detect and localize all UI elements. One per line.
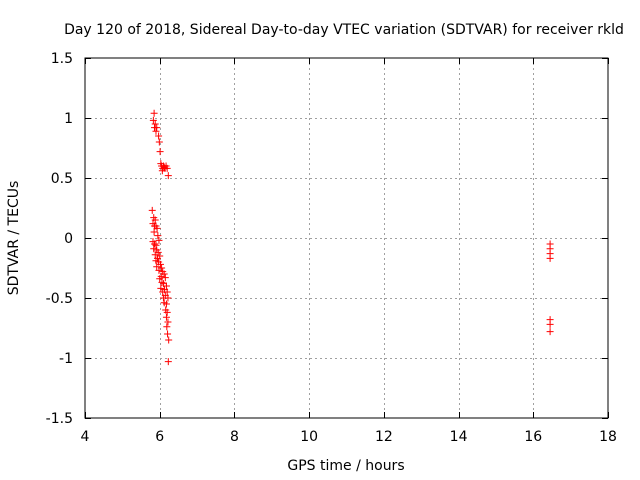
x-tick-label: 16	[524, 429, 542, 445]
x-tick-label: 6	[155, 429, 164, 445]
data-point	[157, 284, 165, 292]
data-point	[162, 282, 170, 290]
data-point	[156, 275, 164, 283]
data-point	[156, 260, 164, 268]
data-point	[155, 132, 163, 140]
data-point	[164, 294, 172, 302]
data-point	[156, 148, 164, 156]
chart-title: Day 120 of 2018, Sidereal Day-to-day VTE…	[64, 22, 624, 38]
x-tick-label: 4	[81, 429, 90, 445]
data-point	[153, 224, 161, 232]
data-point	[163, 308, 171, 316]
data-point	[148, 206, 156, 214]
x-tick-label: 8	[230, 429, 239, 445]
data-point	[163, 323, 171, 331]
data-point	[164, 330, 172, 338]
y-tick-label: 1	[64, 111, 73, 127]
y-tick-label: 1.5	[51, 51, 73, 67]
y-tick-label: -0.5	[46, 291, 73, 307]
y-tick-label: 0	[64, 231, 73, 247]
data-point	[152, 241, 160, 249]
axis-ticks	[85, 58, 609, 419]
data-point	[151, 251, 159, 259]
x-tick-labels: 4 6 8 10 12 14 16 18	[81, 429, 617, 445]
data-point	[152, 127, 160, 135]
data-point	[163, 164, 171, 172]
data-point	[155, 138, 163, 146]
data-point	[162, 300, 170, 308]
data-point	[150, 228, 158, 236]
data-point	[158, 278, 166, 286]
data-point	[164, 172, 172, 180]
data-point	[163, 288, 171, 296]
y-axis-label: SDTVAR / TECUs	[6, 181, 22, 296]
data-point	[546, 254, 554, 262]
data-point	[150, 245, 158, 253]
x-axis-label: GPS time / hours	[287, 458, 404, 474]
y-tick-label: 0.5	[51, 171, 73, 187]
data-point	[153, 263, 161, 271]
grid-lines	[85, 58, 608, 418]
data-point	[150, 109, 158, 117]
data-point	[161, 274, 169, 282]
data-points	[148, 109, 554, 366]
x-tick-label: 10	[300, 429, 318, 445]
data-point	[546, 320, 554, 328]
data-point	[165, 336, 173, 344]
data-point	[162, 313, 170, 321]
y-tick-labels: -1.5 -1 -0.5 0 0.5 1 1.5	[46, 51, 73, 427]
data-point	[158, 167, 166, 175]
data-point	[154, 232, 162, 240]
data-point	[153, 124, 161, 132]
data-point	[164, 318, 172, 326]
data-point	[155, 266, 163, 274]
x-tick-label: 12	[375, 429, 393, 445]
data-point	[155, 236, 163, 244]
data-point	[164, 358, 172, 366]
x-tick-label: 18	[599, 429, 617, 445]
x-tick-label: 14	[450, 429, 468, 445]
y-tick-label: -1	[59, 351, 73, 367]
data-point	[149, 116, 157, 124]
data-point	[151, 120, 159, 128]
data-point	[150, 240, 158, 248]
data-point	[546, 328, 554, 336]
y-tick-label: -1.5	[46, 411, 73, 427]
data-point	[151, 216, 159, 224]
